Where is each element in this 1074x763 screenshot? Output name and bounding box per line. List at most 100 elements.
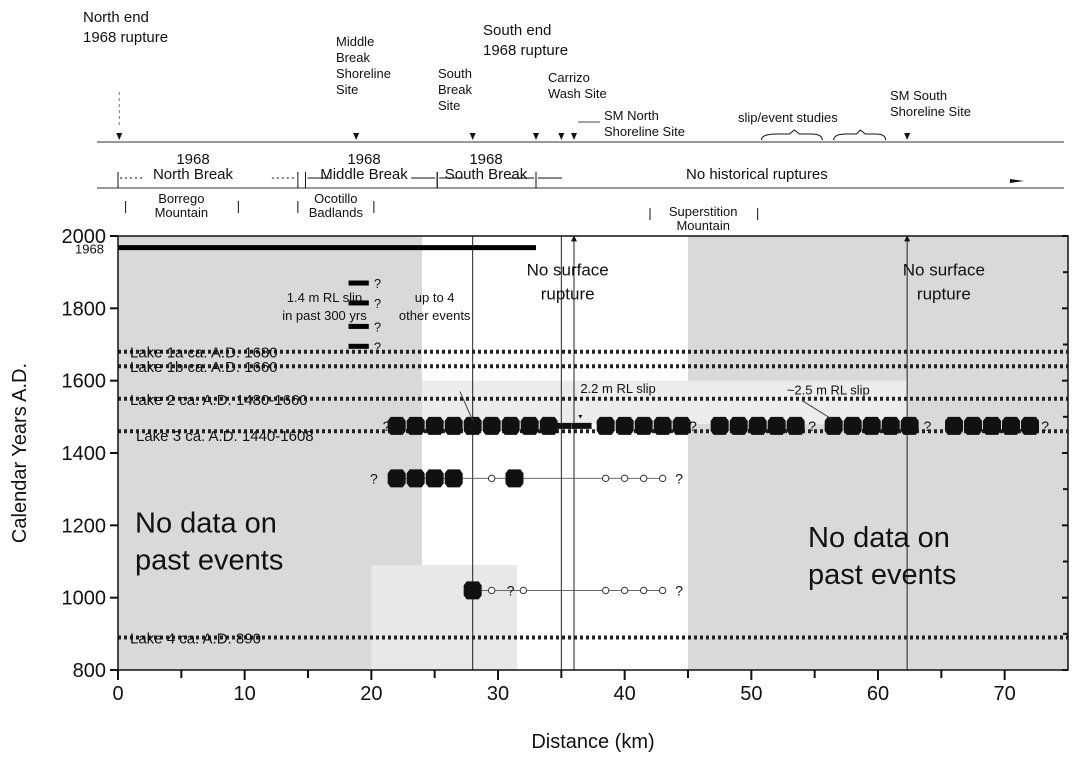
region-label-line: Mountain — [155, 205, 208, 220]
slip-tick — [348, 323, 369, 329]
lake-level-label: Lake 2 ca. A.D. 1480-1660 — [130, 392, 308, 409]
segment-label-line: Middle Break — [320, 166, 408, 183]
shaded-region — [688, 236, 1068, 670]
event-open-point — [658, 474, 667, 483]
y-tick-label: 1200 — [62, 515, 107, 537]
site-label-line: Carrizo — [548, 70, 590, 85]
site-label-line: South end — [483, 22, 551, 39]
site-marker — [571, 133, 577, 140]
region-label-line: Badlands — [309, 205, 364, 220]
event-point — [406, 416, 425, 435]
site-label-line: Site — [438, 98, 460, 113]
event-point — [786, 416, 805, 435]
site-marker — [533, 133, 539, 140]
question-mark: ? — [675, 470, 683, 486]
site-label-line: South — [438, 66, 472, 81]
event-point — [900, 416, 919, 435]
shaded-region — [422, 380, 908, 425]
event-point — [425, 469, 444, 488]
slip-annotation: 2.2 m RL slip — [580, 381, 655, 396]
site-label-line: 1968 rupture — [83, 29, 168, 46]
event-point — [748, 416, 767, 435]
site-label-line: Break — [438, 82, 472, 97]
event-open-point — [601, 586, 610, 595]
no-rupture-label-line: No surface — [903, 260, 985, 279]
region-label-line: Borrego — [158, 191, 204, 206]
event-open-point — [519, 586, 528, 595]
event-point — [945, 416, 963, 435]
x-tick-label: 30 — [487, 683, 509, 705]
arrow-marker — [578, 415, 583, 419]
segment-label-line: South Break — [445, 166, 528, 183]
question-mark: ? — [689, 418, 697, 434]
event-point — [1002, 416, 1020, 435]
event-point — [387, 469, 406, 488]
event-point — [444, 469, 463, 488]
slip-leader — [459, 391, 474, 421]
x-tick-label: 50 — [740, 683, 762, 705]
event-point — [425, 416, 444, 435]
event-point — [843, 416, 862, 435]
event-point — [824, 416, 843, 435]
question-mark: ? — [675, 582, 683, 598]
y-tick-label: 1800 — [62, 298, 107, 320]
site-label-line: Shoreline Site — [604, 124, 685, 139]
event-open-point — [620, 586, 629, 595]
question-mark: ? — [370, 470, 378, 486]
no-data-label-line: past events — [808, 559, 956, 591]
x-axis-label: Distance (km) — [531, 731, 654, 753]
lake-level-label: Lake 3 ca. A.D. 1440-1608 — [136, 428, 314, 445]
event-open-point — [639, 586, 648, 595]
site-marker — [904, 133, 911, 140]
slip-annotation-line: up to 4 — [415, 290, 455, 305]
y-tick-label: 1000 — [62, 588, 107, 610]
question-mark: ? — [374, 339, 381, 354]
no-rupture-label-line: No surface — [527, 260, 609, 279]
question-mark: ? — [808, 418, 816, 434]
lake-level-label: Lake 1a ca. A.D. 1680 — [130, 345, 278, 362]
event-point — [539, 416, 558, 435]
site-marker — [116, 133, 123, 140]
site-label-line: SM South — [890, 88, 947, 103]
event-point — [520, 416, 539, 435]
x-tick-label: 20 — [360, 683, 382, 705]
site-label-line: SM North — [604, 108, 659, 123]
slip-study-bracket — [760, 129, 823, 141]
event-point — [983, 416, 1001, 435]
event-point — [444, 416, 463, 435]
lake-level-label: Lake 1b ca. A.D. 1660 — [130, 359, 278, 376]
no-data-label-line: No data on — [135, 508, 277, 540]
y-axis-label: Calendar Years A.D. — [9, 363, 31, 543]
event-point — [729, 416, 748, 435]
x-tick-label: 10 — [234, 683, 256, 705]
event-point — [881, 416, 900, 435]
region-label-line: Superstition — [669, 204, 738, 219]
slip-study-bracket — [833, 129, 887, 141]
region-label-line: Ocotillo — [314, 191, 357, 206]
event-point — [463, 416, 482, 435]
x-tick-label: 0 — [112, 683, 123, 705]
event-dash — [551, 422, 572, 429]
site-marker — [353, 133, 360, 140]
no-data-label-line: No data on — [808, 522, 950, 554]
no-data-label-line: past events — [135, 545, 283, 577]
event-point — [505, 469, 524, 488]
question-mark: ? — [507, 582, 515, 598]
site-marker — [558, 133, 565, 140]
y-tick-label: 1400 — [62, 443, 107, 465]
question-mark: ? — [374, 296, 381, 311]
shaded-region — [371, 565, 517, 670]
event-point — [501, 416, 520, 435]
event-point — [1021, 416, 1039, 435]
arrow-marker — [904, 235, 911, 242]
site-label-line: Shoreline Site — [890, 104, 971, 119]
site-marker — [469, 133, 476, 140]
event-point — [596, 416, 615, 435]
y-tick-label: 2000 — [62, 226, 107, 248]
slip-annotation-line: 1.4 m RL slip — [287, 290, 362, 305]
x-tick-label: 40 — [614, 683, 636, 705]
event-point — [482, 416, 501, 435]
segment-arrow-head — [1010, 179, 1024, 183]
lake-level-label: Lake 4 ca. A.D. 890 — [130, 630, 261, 647]
segment-label-line: 1968 — [469, 151, 502, 168]
